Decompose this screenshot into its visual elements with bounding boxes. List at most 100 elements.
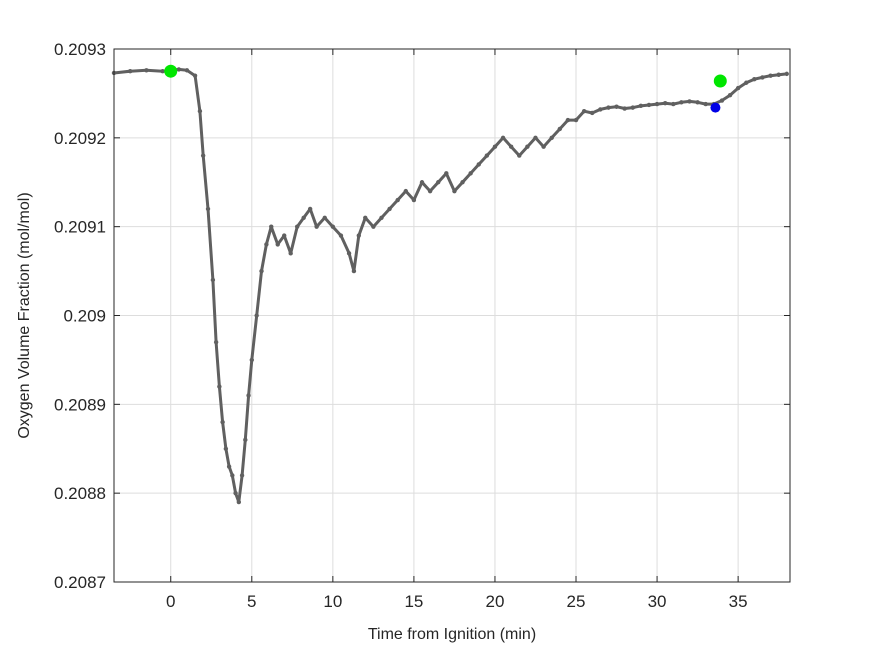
data-point [557,126,563,132]
data-point [220,419,225,425]
data-point [249,357,254,363]
x-tick-label: 15 [404,592,423,611]
data-point [679,100,684,105]
data-point [695,100,700,105]
data-point [230,473,235,478]
data-point [210,277,216,283]
data-point [200,153,206,158]
data-point [176,67,182,72]
data-point [128,69,133,74]
data-point [226,464,232,469]
data-point [379,215,384,220]
data-point [387,206,392,212]
y-axis-label: Oxygen Volume Fraction (mol/mol) [16,192,33,438]
data-point [671,101,676,107]
data-point [436,180,441,185]
data-point [213,339,219,345]
data-point [646,102,652,108]
data-point [598,107,603,112]
highlight-marker [713,74,727,88]
data-point [654,101,660,107]
x-tick-label: 30 [648,592,667,611]
data-point [184,68,190,73]
data-point [590,110,595,116]
data-point [565,117,571,123]
data-point [508,144,514,149]
data-point [275,242,280,247]
data-point [492,144,498,149]
data-point [330,224,336,229]
data-point [444,171,449,176]
data-point [776,72,781,77]
data-point [282,233,287,238]
data-point [264,242,269,247]
y-tick-label: 0.2091 [54,218,106,237]
data-point [687,99,692,104]
data-point [719,98,725,103]
axis-ticks: 0 5 10 15 20 25 30 35 0.2087 0.2088 0.2089 0.209 0.2… [54,40,790,611]
data-point [419,180,425,185]
data-point [517,153,522,158]
data-point [269,224,274,229]
x-tick-label: 35 [729,592,748,611]
data-point [727,92,733,98]
x-tick-label: 0 [166,592,175,611]
data-point [395,197,400,203]
data-point [525,144,530,149]
data-point [411,197,417,203]
data-point [784,71,789,77]
x-tick-label: 5 [247,592,256,611]
data-point [254,313,259,318]
data-point [468,171,473,176]
data-point [243,437,248,443]
data-point [533,135,538,141]
data-point [484,153,490,158]
data-point [581,108,587,114]
data-point [476,162,481,167]
data-point [500,135,506,141]
data-point [259,268,264,274]
data-point [239,473,245,478]
x-axis-label: Time from Ignition (min) [368,626,536,643]
data-point [638,103,644,109]
data-point [301,215,306,220]
data-point [460,180,465,185]
x-tick-label: 25 [567,592,586,611]
data-point [752,77,757,82]
data-point [294,224,300,229]
data-point [338,233,344,238]
data-point [744,80,749,85]
y-tick-label: 0.2089 [54,395,106,414]
data-point [549,135,554,141]
y-tick-label: 0.209 [63,307,106,326]
data-point [541,144,546,149]
data-point [307,206,313,212]
data-point [622,106,627,111]
data-point [205,206,211,212]
y-tick-label: 0.2087 [54,573,106,592]
data-point [606,105,611,110]
data-point [371,224,376,229]
data-point [351,268,357,274]
x-tick-label: 10 [323,592,342,611]
data-point [192,73,198,78]
x-tick-label: 20 [485,592,504,611]
data-point [735,85,741,91]
highlight-marker [164,64,178,78]
data-point [768,73,773,78]
highlight-markers-layer [164,64,727,113]
data-point [630,105,635,110]
data-point [197,108,203,114]
data-series-layer [111,67,789,505]
data-point [144,68,149,73]
data-point [452,188,457,194]
data-point [236,499,242,505]
data-point [233,490,238,496]
highlight-marker [710,102,721,113]
data-point [223,446,229,451]
data-point [217,384,222,389]
data-point [160,69,165,74]
data-point [573,117,579,123]
data-point [614,104,619,109]
